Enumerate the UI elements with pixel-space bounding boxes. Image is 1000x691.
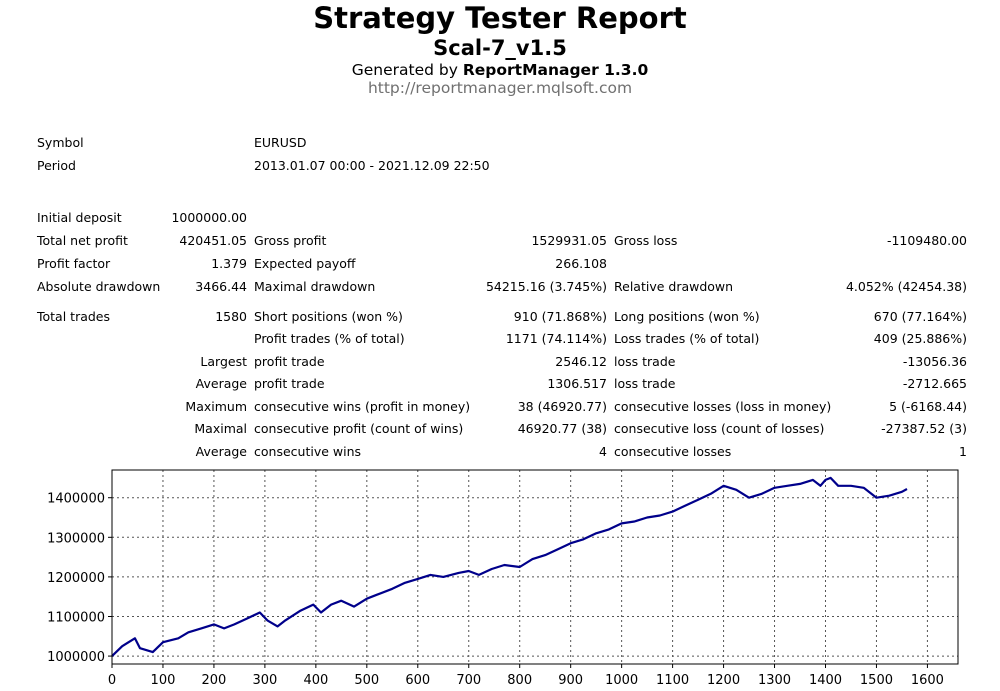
report-title: Strategy Tester Report	[313, 1, 687, 35]
x-tick-label: 0	[108, 673, 116, 688]
x-tick-label: 900	[558, 673, 583, 688]
short-positions-value: 910 (71.868%)	[513, 309, 607, 324]
x-tick-label: 600	[405, 673, 430, 688]
balance-line	[111, 476, 908, 657]
x-tick-label: 700	[456, 673, 481, 688]
chart-grid	[111, 470, 958, 664]
x-tick-label: 1500	[860, 673, 893, 688]
total-trades-label: Total trades	[37, 309, 111, 324]
x-tick-label: 1100	[656, 673, 689, 688]
initial-deposit-value: 1000000.00	[171, 210, 247, 225]
symbol-value: EURUSD	[254, 135, 307, 150]
max-consec-wins-label: consecutive wins (profit in money)	[254, 399, 471, 414]
relative-drawdown-value: 4.052% (42454.38)	[845, 279, 967, 294]
profit-factor-value: 1.379	[211, 256, 247, 271]
maximal-consec-loss-label: consecutive loss (count of losses)	[614, 421, 825, 436]
long-positions-label: Long positions (won %)	[614, 309, 760, 324]
average-profit-label: profit trade	[254, 376, 325, 391]
average-label: Average	[195, 376, 247, 391]
x-tick-label: 300	[252, 673, 277, 688]
avg-consec-losses-value: 1	[959, 444, 967, 459]
generated-product: ReportManager 1.3.0	[462, 61, 649, 79]
profit-trades-value: 1171 (74.114%)	[505, 331, 607, 346]
relative-drawdown-label: Relative drawdown	[614, 279, 734, 294]
maximum-label: Maximum	[185, 399, 247, 414]
long-positions-value: 670 (77.164%)	[873, 309, 967, 324]
average-profit-value: 1306.517	[547, 376, 607, 391]
largest-profit-value: 2546.12	[555, 354, 607, 369]
strategy-name: Scal-7_v1.5	[433, 36, 567, 60]
y-tick-label: 1100000	[47, 610, 105, 625]
x-tick-label: 1000	[605, 673, 638, 688]
generated-by: Generated by ReportManager 1.3.0	[0, 60, 1000, 80]
loss-trades-value: 409 (25.886%)	[873, 331, 967, 346]
x-tick-label: 1200	[707, 673, 740, 688]
x-tick-label: 800	[507, 673, 532, 688]
report-url[interactable]: http://reportmanager.mqlsoft.com	[367, 79, 633, 97]
total-net-profit-label: Total net profit	[37, 233, 128, 248]
largest-loss-label: loss trade	[614, 354, 676, 369]
gross-loss-value: -1109480.00	[886, 233, 967, 248]
symbol-label: Symbol	[37, 135, 84, 150]
x-tick-label: 100	[151, 673, 176, 688]
maximal-label: Maximal	[194, 421, 247, 436]
profit-factor-label: Profit factor	[37, 256, 111, 271]
max-consec-losses-value: 5 (-6168.44)	[889, 399, 967, 414]
average-loss-label: loss trade	[614, 376, 676, 391]
balance-chart: 0 100 200 300 400 500 600 700 800 900 1000 1100 1200…	[47, 469, 959, 688]
largest-loss-value: -13056.36	[902, 354, 967, 369]
expected-payoff-label: Expected payoff	[254, 256, 356, 271]
total-net-profit-value: 420451.05	[179, 233, 247, 248]
absolute-drawdown-label: Absolute drawdown	[37, 279, 161, 294]
x-tick-label: 500	[354, 673, 379, 688]
y-tick-label: 1000000	[47, 650, 105, 665]
x-tick-label: 200	[202, 673, 227, 688]
x-tick-label: 1600	[911, 673, 944, 688]
maximal-drawdown-label: Maximal drawdown	[254, 279, 376, 294]
x-tick-label: 1300	[758, 673, 791, 688]
largest-profit-label: profit trade	[254, 354, 325, 369]
generated-prefix: Generated by	[351, 61, 463, 79]
period-value: 2013.01.07 00:00 - 2021.12.09 22:50	[254, 158, 490, 173]
largest-label: Largest	[200, 354, 247, 369]
x-tick-label: 400	[303, 673, 328, 688]
y-tick-label: 1400000	[47, 492, 105, 507]
gross-profit-value: 1529931.05	[531, 233, 607, 248]
maximal-consec-profit-value: 46920.77 (38)	[517, 421, 607, 436]
avg-consec-losses-label: consecutive losses	[614, 444, 732, 459]
avg-consec-wins-value: 4	[599, 444, 607, 459]
profit-trades-label: Profit trades (% of total)	[254, 331, 405, 346]
period-label: Period	[37, 158, 76, 173]
avg-consec-label: Average	[195, 444, 247, 459]
short-positions-label: Short positions (won %)	[254, 309, 403, 324]
maximal-consec-loss-value: -27387.52 (3)	[881, 421, 967, 436]
y-tick-label: 1300000	[47, 531, 105, 546]
chart-frame	[111, 469, 959, 665]
absolute-drawdown-value: 3466.44	[195, 279, 247, 294]
max-consec-wins-value: 38 (46920.77)	[517, 399, 607, 414]
gross-profit-label: Gross profit	[254, 233, 327, 248]
loss-trades-label: Loss trades (% of total)	[614, 331, 760, 346]
total-trades-value: 1580	[215, 309, 247, 324]
x-tick-label: 1400	[809, 673, 842, 688]
initial-deposit-label: Initial deposit	[37, 210, 122, 225]
gross-loss-label: Gross loss	[614, 233, 678, 248]
avg-consec-wins-label: consecutive wins	[254, 444, 362, 459]
y-tick-label: 1200000	[47, 571, 105, 586]
max-consec-losses-label: consecutive losses (loss in money)	[614, 399, 832, 414]
maximal-consec-profit-label: consecutive profit (count of wins)	[254, 421, 464, 436]
average-loss-value: -2712.665	[902, 376, 967, 391]
chart-ticks: 0 100 200 300 400 500 600 700 800 900 1000 1100 1200…	[47, 492, 944, 688]
maximal-drawdown-value: 54215.16 (3.745%)	[485, 279, 607, 294]
expected-payoff-value: 266.108	[555, 256, 607, 271]
